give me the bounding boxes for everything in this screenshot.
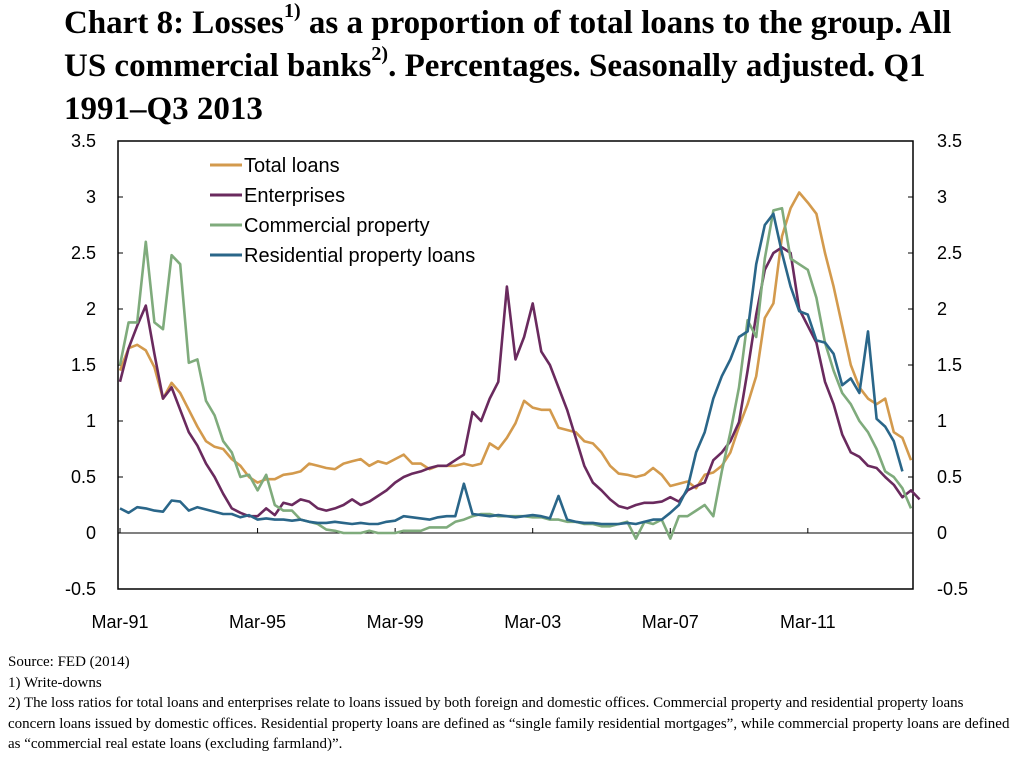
source-note: Source: FED (2014) xyxy=(8,654,130,670)
series-line-residential-property-loans xyxy=(119,212,904,526)
footnote-1: 1) Write-downs xyxy=(8,674,102,691)
legend-label-enterprises: Enterprises xyxy=(244,185,345,207)
y-tick-label-right: 1.5 xyxy=(937,355,962,375)
footnotes: Source: FED (2014) 1) Write-downs 2) The… xyxy=(8,652,1013,755)
title-part-2: as a proportion of total loans to the gr… xyxy=(64,5,952,84)
x-tick-label: Mar-95 xyxy=(229,612,286,632)
chart-title: Chart 8: Losses1) as a proportion of tot… xyxy=(64,0,964,131)
line-chart: 3.5 3 2.5 2 1.5 1 0.5 0 -0.5 3.5 3 2.5 2 1.5 1 0.5 0 -0.… xyxy=(65,131,968,632)
legend-label-residential-property-loans: Residential property loans xyxy=(244,245,475,267)
plot-area-frame xyxy=(117,140,914,590)
series-line-total-loans xyxy=(118,191,913,490)
footnote-2: 2) The loss ratios for total loans and e… xyxy=(8,695,1010,752)
y-tick-label-right: -0.5 xyxy=(937,579,968,599)
y-tick-label-left: 2.5 xyxy=(71,243,96,263)
y-tick-label-right: 2 xyxy=(937,299,947,319)
y-axis-left: 3.5 3 2.5 2 1.5 1 0.5 0 -0.5 xyxy=(65,131,123,599)
y-tick-label-left: 3.5 xyxy=(71,131,96,151)
title-part-1: Chart 8: Losses xyxy=(64,5,284,41)
y-tick-label-left: -0.5 xyxy=(65,579,96,599)
y-tick-label-left: 2 xyxy=(86,299,96,319)
y-tick-label-left: 3 xyxy=(86,187,96,207)
x-tick-label: Mar-91 xyxy=(91,612,148,632)
y-tick-label-right: 0.5 xyxy=(937,467,962,487)
y-tick-label-left: 1.5 xyxy=(71,355,96,375)
x-tick-label: Mar-03 xyxy=(504,612,561,632)
y-tick-label-right: 2.5 xyxy=(937,243,962,263)
title-superscript-2: 2) xyxy=(371,43,389,65)
series-lines xyxy=(118,191,921,540)
title-part-3: . Percentages. Seasonally adjusted. Q1 1… xyxy=(64,48,926,127)
y-tick-label-left: 0.5 xyxy=(71,467,96,487)
y-tick-label-right: 3 xyxy=(937,187,947,207)
y-tick-label-left: 0 xyxy=(86,523,96,543)
legend-label-total-loans: Total loans xyxy=(244,155,340,177)
legend-label-commercial-property: Commercial property xyxy=(244,215,430,237)
y-tick-label-left: 1 xyxy=(86,411,96,431)
legend: Total loans Enterprises Commercial propert… xyxy=(210,155,475,267)
x-tick-label: Mar-99 xyxy=(367,612,424,632)
y-axis-right: 3.5 3 2.5 2 1.5 1 0.5 0 -0.5 xyxy=(908,131,968,599)
x-axis: Mar-91 Mar-95 Mar-99 Mar-03 Mar-07 Mar-11 xyxy=(91,528,836,632)
y-tick-label-right: 1 xyxy=(937,411,947,431)
x-tick-label: Mar-11 xyxy=(780,612,836,632)
y-tick-label-right: 0 xyxy=(937,523,947,543)
x-tick-label: Mar-07 xyxy=(642,612,699,632)
y-tick-label-right: 3.5 xyxy=(937,131,962,151)
title-superscript-1: 1) xyxy=(284,0,301,22)
